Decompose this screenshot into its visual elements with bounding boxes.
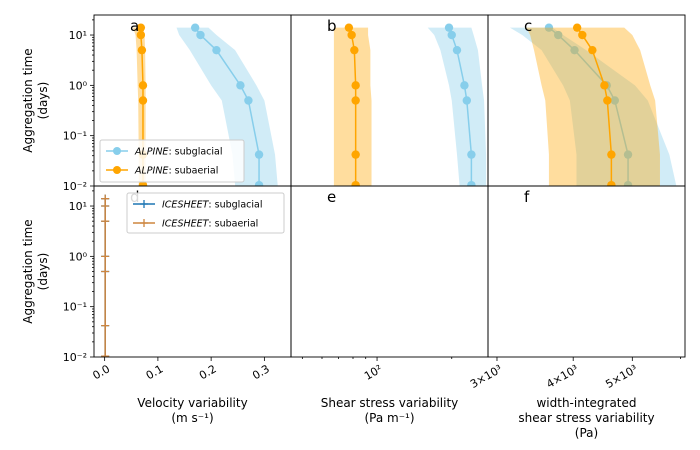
panel-label-a: a bbox=[130, 17, 139, 35]
panel-d-icesheet-subaerial-point bbox=[101, 352, 110, 357]
panel-a-alpine-subaerial-point bbox=[138, 96, 148, 105]
panel-c-alpine-subaerial-point bbox=[600, 81, 609, 90]
legend-entry-a-1: ALPINE: subaerial bbox=[134, 166, 218, 177]
legend-a bbox=[99, 139, 245, 183]
y-tick-label: 10⁰ bbox=[69, 250, 88, 263]
legend-swatch-marker bbox=[140, 219, 148, 227]
x-axis-label: Shear stress variability (Pa m⁻¹) bbox=[321, 396, 459, 425]
x-tick-label: 0.0 bbox=[90, 362, 112, 382]
panel-c-alpine-subaerial-point bbox=[578, 30, 587, 40]
x-tick-label: 0.2 bbox=[197, 362, 219, 382]
legend-d bbox=[126, 192, 285, 234]
x-axis-label: width-integrated shear stress variability… bbox=[518, 396, 654, 440]
panel-a-alpine-subaerial-point bbox=[137, 45, 147, 55]
y-tick-label: 10⁻² bbox=[63, 180, 87, 193]
panel-a-alpine-subaerial-point bbox=[138, 81, 148, 90]
panel-b-alpine-subaerial-point bbox=[351, 81, 360, 90]
panel-c-plot bbox=[509, 23, 677, 186]
panel-b-plot bbox=[333, 23, 487, 186]
panel-b-alpine-subglacial-point bbox=[467, 180, 476, 186]
panel-a-alpine-subaerial-point bbox=[136, 30, 146, 40]
panel-d-icesheet-subaerial-point bbox=[101, 252, 110, 261]
legend-swatch-marker bbox=[140, 200, 148, 208]
panel-a-alpine-subglacial-point bbox=[244, 96, 253, 105]
y-axis-label: Aggregation time(days) bbox=[21, 48, 50, 152]
panel-a-alpine-subglacial-point bbox=[190, 23, 200, 32]
panel-b-alpine-subglacial-point bbox=[460, 81, 469, 90]
panel-d-icesheet-subaerial-point bbox=[101, 321, 110, 330]
panel-c-alpine-subglacial-point bbox=[610, 96, 619, 105]
panel-b-alpine-subaerial-point bbox=[351, 180, 360, 186]
y-tick-label: 10¹ bbox=[69, 200, 87, 213]
panel-e-frame bbox=[290, 185, 489, 358]
panel-a-alpine-subglacial-point bbox=[254, 180, 264, 186]
x-tick-label: 4×10³ bbox=[544, 362, 580, 391]
panel-c-alpine-subaerial-point bbox=[603, 96, 612, 105]
panel-c-alpine-subglacial-point bbox=[623, 180, 633, 186]
panel-d-icesheet-subaerial-point bbox=[101, 217, 110, 226]
panel-label-b: b bbox=[327, 17, 337, 35]
panel-a-alpine-subaerial-point bbox=[136, 23, 146, 32]
panel-a-alpine-subglacial-point bbox=[254, 150, 264, 159]
x-tick-label: 10² bbox=[362, 362, 384, 382]
legend-swatch-marker bbox=[113, 147, 121, 155]
panel-c-alpine-subglacial-point bbox=[623, 150, 633, 159]
panel-b-alpine-subglacial-point bbox=[452, 45, 462, 55]
panel-c-alpine-subglacial-point bbox=[554, 30, 563, 40]
panel-c-alpine-subaerial-point bbox=[607, 180, 616, 186]
panel-label-f: f bbox=[524, 188, 530, 206]
panel-b-alpine-subglacial-point bbox=[444, 23, 454, 32]
panel-label-c: c bbox=[524, 17, 532, 35]
legend-entry-a-0: ALPINE: subglacial bbox=[134, 147, 222, 158]
x-axis-label: Velocity variability (m s⁻¹) bbox=[137, 396, 247, 425]
x-tick-label: 3×10³ bbox=[468, 362, 504, 391]
panel-a-alpine-subglacial-point bbox=[236, 81, 245, 90]
x-tick-label: 0.1 bbox=[144, 362, 166, 382]
panel-a-alpine-subglacial-point bbox=[196, 30, 205, 40]
legend-entry-d-0: ICESHEET: subglacial bbox=[162, 200, 262, 211]
panel-c-alpine-subaerial-point bbox=[572, 23, 582, 32]
panel-b-alpine-subglacial-point bbox=[447, 30, 456, 40]
panel-d-icesheet-subaerial-point bbox=[101, 194, 110, 203]
panel-b-alpine-subaerial-point bbox=[351, 150, 360, 159]
panel-b-alpine-subglacial-band bbox=[427, 27, 487, 186]
panel-c-alpine-subglacial-point bbox=[570, 45, 579, 55]
panel-b-alpine-subaerial-point bbox=[344, 23, 354, 32]
panel-d-plot bbox=[101, 194, 110, 357]
legend-swatch-marker bbox=[113, 166, 121, 174]
panel-c-alpine-subaerial-point bbox=[607, 150, 616, 159]
x-tick-label: 5×10³ bbox=[603, 362, 639, 391]
panel-c-alpine-subglacial-band bbox=[509, 27, 677, 186]
panel-d-icesheet-subaerial-point bbox=[101, 202, 110, 211]
panel-b-alpine-subaerial-point bbox=[350, 45, 359, 55]
panel-c-alpine-subglacial-point bbox=[544, 23, 554, 32]
panel-b-alpine-subglacial-point bbox=[467, 150, 476, 159]
panel-a-alpine-subglacial-point bbox=[212, 45, 221, 55]
y-tick-label: 10⁻¹ bbox=[63, 301, 87, 314]
panel-b-alpine-subglacial-point bbox=[462, 96, 472, 105]
panel-label-e: e bbox=[327, 188, 336, 206]
y-tick-label: 10¹ bbox=[69, 29, 87, 42]
panel-f-frame bbox=[487, 185, 686, 358]
legend-entry-d-1: ICESHEET: subaerial bbox=[162, 219, 258, 230]
panel-b-alpine-subaerial-point bbox=[347, 30, 356, 40]
panel-c-alpine-subaerial-band bbox=[526, 27, 660, 186]
panel-d-icesheet-subaerial-point bbox=[101, 267, 110, 276]
y-tick-label: 10⁰ bbox=[69, 79, 88, 92]
x-tick-label: 0.3 bbox=[250, 362, 272, 382]
y-tick-label: 10⁻¹ bbox=[63, 130, 87, 143]
panel-b-alpine-subaerial-band bbox=[333, 27, 372, 186]
panel-b-alpine-subaerial-point bbox=[351, 96, 360, 105]
y-axis-label: Aggregation time(days) bbox=[21, 219, 50, 323]
panel-a-alpine-subglacial-band bbox=[176, 27, 278, 186]
panel-c-alpine-subaerial-point bbox=[588, 45, 597, 55]
y-tick-label: 10⁻² bbox=[63, 351, 87, 364]
